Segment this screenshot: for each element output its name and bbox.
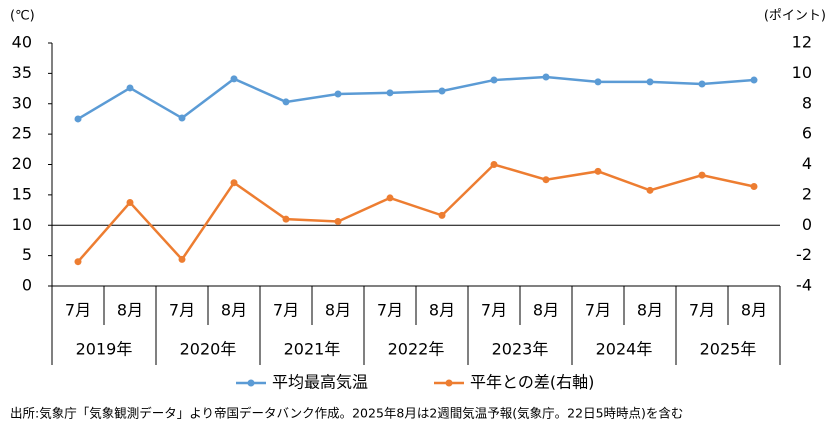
data-point [334,217,342,225]
x-tick-label: 7月 [377,301,403,320]
year-label: 2021年 [284,340,341,359]
y2-tick-label: -2 [796,245,812,264]
data-point [490,76,498,84]
legend-marker [445,379,453,387]
year-label: 2023年 [492,340,549,359]
data-point [542,176,550,184]
x-tick-label: 8月 [533,301,559,320]
data-point [594,167,602,175]
x-tick-label: 8月 [429,301,455,320]
data-point [282,215,290,223]
y-tick-label: 10 [12,215,32,234]
y2-tick-label: 6 [802,124,812,143]
x-tick-label: 8月 [117,301,143,320]
data-point [74,258,82,266]
data-point [178,114,186,122]
data-point [74,115,82,123]
y-tick-label: 15 [12,184,32,203]
data-point [386,89,394,97]
y2-tick-label: 12 [792,33,812,52]
y-tick-label: 40 [12,33,32,52]
year-label: 2019年 [76,340,133,359]
data-point [230,179,238,187]
y-axis-unit: (℃) [10,9,35,24]
y2-axis-unit: (ポイント) [764,9,826,24]
data-point [282,98,290,106]
data-point [698,171,706,179]
x-tick-label: 7月 [169,301,195,320]
year-label: 2025年 [700,340,757,359]
year-label: 2024年 [596,340,653,359]
legend-label: 平均最高気温 [272,373,368,392]
year-label: 2022年 [388,340,445,359]
x-tick-label: 7月 [689,301,715,320]
data-point [126,198,134,206]
y-tick-label: 35 [12,63,32,82]
data-point [698,80,706,88]
x-tick-label: 8月 [637,301,663,320]
x-tick-label: 8月 [221,301,247,320]
data-point [178,255,186,263]
y-tick-label: 0 [22,276,32,295]
data-point [438,211,446,219]
data-point [750,76,758,84]
legend-marker [247,379,255,387]
y2-tick-label: 8 [802,93,812,112]
y-tick-label: 5 [22,245,32,264]
data-point [230,75,238,83]
y2-tick-label: -4 [796,276,812,295]
legend-label: 平年との差(右軸) [470,373,594,392]
series-line [77,75,755,121]
y2-tick-label: 10 [792,63,812,82]
x-tick-label: 8月 [325,301,351,320]
data-point [126,84,134,92]
data-point [594,78,602,86]
y2-tick-label: 4 [802,154,812,173]
series-line [77,163,755,263]
x-tick-label: 7月 [585,301,611,320]
y-tick-label: 20 [12,154,32,173]
data-point [646,78,654,86]
data-point [490,161,498,168]
data-point [646,186,654,194]
x-tick-label: 7月 [481,301,507,320]
data-point [386,194,394,202]
y2-tick-label: 2 [802,184,812,203]
x-tick-label: 7月 [65,301,91,320]
data-point [542,73,550,81]
source-note: 出所:気象庁「気象観測データ」より帝国データバンク作成。2025年8月は2週間気… [10,406,683,421]
y-tick-label: 30 [12,93,32,112]
y-tick-label: 25 [12,124,32,143]
data-point [438,87,446,95]
x-tick-label: 8月 [741,301,767,320]
x-tick-label: 7月 [273,301,299,320]
y2-tick-label: 0 [802,215,812,234]
year-label: 2020年 [180,340,237,359]
data-point [334,90,342,98]
data-point [750,183,758,191]
